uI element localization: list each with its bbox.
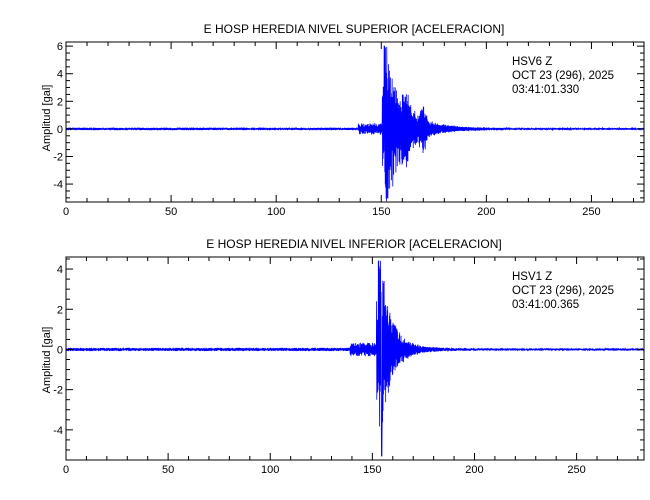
y-tick-label: 0 bbox=[57, 344, 63, 356]
x-tick-label: 0 bbox=[63, 206, 69, 218]
y-tick-label: -4 bbox=[53, 179, 63, 191]
x-tick-label: 50 bbox=[165, 206, 177, 218]
x-tick-label: 250 bbox=[582, 206, 600, 218]
station-time: 03:41:00.365 bbox=[512, 299, 579, 311]
y-tick-label: 6 bbox=[57, 41, 63, 53]
y-tick-label: 2 bbox=[57, 304, 63, 316]
station-annotation: HSV1 Z OCT 23 (296), 2025 03:41:00.365 bbox=[512, 271, 614, 311]
y-tick-label: 0 bbox=[57, 124, 63, 136]
station-code: HSV1 Z bbox=[512, 271, 552, 283]
x-tick-label: 200 bbox=[465, 464, 483, 476]
chart-panel-superior: E HOSP HEREDIA NIVEL SUPERIOR [ACELERACI… bbox=[41, 22, 645, 218]
station-time: 03:41:01.330 bbox=[512, 84, 579, 96]
station-date: OCT 23 (296), 2025 bbox=[512, 70, 614, 82]
y-tick-label: 4 bbox=[57, 69, 63, 81]
station-code: HSV6 Z bbox=[512, 56, 552, 68]
x-tick-label: 150 bbox=[372, 206, 390, 218]
y-tick-label: -2 bbox=[53, 385, 63, 397]
x-tick-label: 150 bbox=[363, 464, 381, 476]
x-tick-label: 0 bbox=[63, 464, 69, 476]
y-tick-label: 4 bbox=[57, 264, 63, 276]
chart-marks: 0 50 100 150 200 250 -4 -2 0 2 4 bbox=[53, 256, 645, 476]
x-tick-label: 50 bbox=[162, 464, 174, 476]
station-annotation: HSV6 Z OCT 23 (296), 2025 03:41:01.330 bbox=[512, 56, 614, 96]
chart-marks: 0 50 100 150 200 250 -4 -2 0 2 4 6 bbox=[53, 41, 645, 218]
y-tick-label: -2 bbox=[53, 151, 63, 163]
plot-frame bbox=[65, 256, 645, 461]
x-tick-label: 250 bbox=[567, 464, 585, 476]
y-axis-label: Amplitud [gal] bbox=[41, 85, 53, 152]
x-tick-label: 200 bbox=[477, 206, 495, 218]
waveform-trace bbox=[65, 260, 645, 457]
y-axis-label: Amplitud [gal] bbox=[41, 327, 53, 394]
y-tick-label: 2 bbox=[57, 96, 63, 108]
chart-panel-inferior: E HOSP HEREDIA NIVEL INFERIOR [ACELERACI… bbox=[41, 237, 645, 476]
waveform-trace bbox=[65, 45, 645, 202]
station-date: OCT 23 (296), 2025 bbox=[512, 285, 614, 297]
chart-title: E HOSP HEREDIA NIVEL SUPERIOR [ACELERACI… bbox=[204, 22, 505, 36]
x-tick-label: 100 bbox=[261, 464, 279, 476]
x-tick-label: 100 bbox=[267, 206, 285, 218]
y-tick-label: -4 bbox=[53, 425, 63, 437]
chart-title: E HOSP HEREDIA NIVEL INFERIOR [ACELERACI… bbox=[206, 237, 501, 251]
plot-frame bbox=[65, 41, 645, 203]
